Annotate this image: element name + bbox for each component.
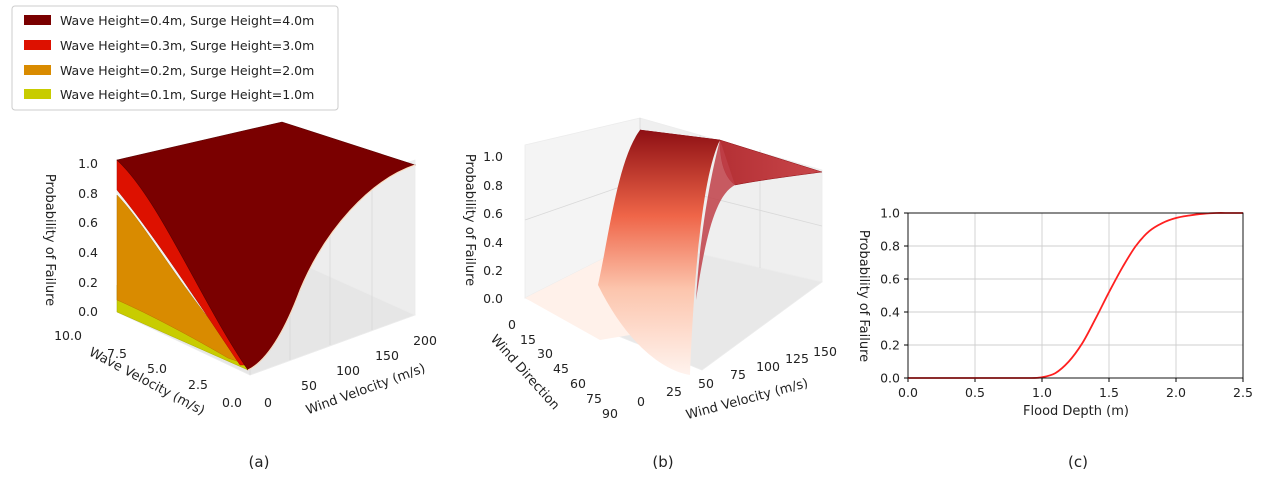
chart-b-y-tick: 15 bbox=[520, 332, 536, 347]
chart-b-y-tick: 45 bbox=[553, 361, 569, 376]
legend-entry: Wave Height=0.3m, Surge Height=3.0m bbox=[60, 38, 314, 53]
chart-b-z-tick: 0.2 bbox=[483, 263, 503, 278]
chart-b-y-tick: 60 bbox=[570, 376, 586, 391]
chart-a-z-tick: 0.4 bbox=[78, 245, 98, 260]
chart-c-x-tick: 1.5 bbox=[1099, 385, 1119, 400]
chart-a-x-tick: 50 bbox=[301, 378, 317, 393]
chart-a-y-tick: 7.5 bbox=[107, 346, 127, 361]
chart-c-x-tick: 0.5 bbox=[965, 385, 985, 400]
chart-b-x-tick: 0 bbox=[637, 394, 645, 409]
chart-panel-c: 0.0 0.2 0.4 0.6 0.8 1.0 0.0 0.5 1.0 1.5 2.0 2.5 Pr… bbox=[856, 206, 1253, 472]
chart-b-caption: (b) bbox=[652, 453, 673, 471]
chart-b-z-tick: 0.6 bbox=[483, 206, 503, 221]
chart-c-y-tick: 0.8 bbox=[880, 239, 900, 254]
chart-b-z-axis-label: Probability of Failure bbox=[462, 154, 477, 286]
chart-c-x-tick: 1.0 bbox=[1032, 385, 1052, 400]
chart-b-x-tick: 75 bbox=[730, 367, 746, 382]
legend-swatch bbox=[24, 40, 51, 50]
chart-a-y-tick: 0.0 bbox=[222, 395, 242, 410]
chart-a-x-tick: 100 bbox=[336, 363, 360, 378]
chart-a-z-ticks: 1.0 0.8 0.6 0.4 0.2 0.0 bbox=[78, 156, 98, 319]
chart-a-x-tick: 0 bbox=[264, 395, 272, 410]
chart-a-surface-edge bbox=[247, 164, 416, 371]
chart-c-x-tick: 2.5 bbox=[1233, 385, 1253, 400]
legend-entry: Wave Height=0.2m, Surge Height=2.0m bbox=[60, 63, 314, 78]
chart-b-z-tick: 0.8 bbox=[483, 178, 503, 193]
chart-a-z-tick: 1.0 bbox=[78, 156, 98, 171]
chart-c-y-tick: 0.6 bbox=[880, 272, 900, 287]
chart-c-y-axis-label: Probability of Failure bbox=[856, 230, 871, 362]
chart-b-y-tick: 90 bbox=[602, 406, 618, 421]
chart-a-z-tick: 0.0 bbox=[78, 304, 98, 319]
chart-b-y-tick: 0 bbox=[508, 317, 516, 332]
chart-b-x-tick: 150 bbox=[813, 344, 837, 359]
chart-a-y-tick: 2.5 bbox=[188, 377, 208, 392]
legend-box bbox=[11, 5, 339, 111]
chart-a-caption: (a) bbox=[249, 453, 270, 471]
chart-a-y-tick: 10.0 bbox=[54, 328, 82, 343]
chart-c-x-tick: 0.0 bbox=[898, 385, 918, 400]
chart-b-y-tick: 75 bbox=[586, 391, 602, 406]
chart-a-z-tick: 0.2 bbox=[78, 275, 98, 290]
chart-panel-a: 1.0 0.8 0.6 0.4 0.2 0.0 Probability of F… bbox=[42, 121, 437, 471]
chart-b-z-ticks: 1.0 0.8 0.6 0.4 0.2 0.0 bbox=[483, 149, 503, 306]
chart-b-z-tick: 1.0 bbox=[483, 149, 503, 164]
chart-c-x-tick: 2.0 bbox=[1166, 385, 1186, 400]
chart-c-x-ticks: 0.0 0.5 1.0 1.5 2.0 2.5 bbox=[898, 378, 1253, 400]
legend-swatch bbox=[24, 89, 51, 99]
chart-b-x-tick: 125 bbox=[785, 351, 809, 366]
chart-panel-b: 1.0 0.8 0.6 0.4 0.2 0.0 Probability of F… bbox=[462, 117, 837, 471]
chart-a-x-tick: 150 bbox=[375, 348, 399, 363]
legend-entry: Wave Height=0.4m, Surge Height=4.0m bbox=[60, 13, 314, 28]
chart-a-legend: Wave Height=0.4m, Surge Height=4.0m Wave… bbox=[11, 5, 339, 111]
chart-b-z-tick: 0.0 bbox=[483, 291, 503, 306]
chart-c-y-tick: 1.0 bbox=[880, 206, 900, 221]
legend-swatch bbox=[24, 65, 51, 75]
chart-b-y-ticks: 0 15 30 45 60 75 90 bbox=[508, 317, 618, 421]
chart-b-x-ticks: 0 25 50 75 100 125 150 bbox=[637, 344, 837, 409]
chart-c-series-line bbox=[907, 212, 1243, 379]
chart-b-y-tick: 30 bbox=[537, 346, 553, 361]
chart-c-y-ticks: 0.0 0.2 0.4 0.6 0.8 1.0 bbox=[880, 206, 908, 386]
chart-b-z-tick: 0.4 bbox=[483, 235, 503, 250]
chart-a-z-axis-label: Probability of Failure bbox=[42, 174, 57, 306]
chart-a-x-ticks: 0 50 100 150 200 bbox=[264, 333, 437, 410]
chart-b-x-tick: 25 bbox=[666, 384, 682, 399]
chart-b-surface-plateau-side bbox=[696, 140, 735, 300]
chart-a-x-tick: 200 bbox=[413, 333, 437, 348]
chart-a-z-tick: 0.8 bbox=[78, 186, 98, 201]
chart-c-x-axis-label: Flood Depth (m) bbox=[1023, 404, 1129, 419]
chart-a-y-tick: 5.0 bbox=[147, 361, 167, 376]
chart-b-surface-rise bbox=[598, 130, 720, 375]
chart-c-y-tick: 0.2 bbox=[880, 338, 900, 353]
chart-a-z-tick: 0.6 bbox=[78, 215, 98, 230]
legend-swatch bbox=[24, 15, 51, 25]
chart-c-caption: (c) bbox=[1068, 453, 1088, 471]
chart-b-x-tick: 100 bbox=[756, 359, 780, 374]
chart-a-y-ticks: 10.0 7.5 5.0 2.5 0.0 bbox=[54, 328, 242, 410]
chart-a-x-axis-label: Wind Velocity (m/s) bbox=[304, 361, 427, 418]
legend-entry: Wave Height=0.1m, Surge Height=1.0m bbox=[60, 87, 314, 102]
chart-c-y-tick: 0.0 bbox=[880, 371, 900, 386]
chart-b-x-tick: 50 bbox=[698, 376, 714, 391]
chart-c-y-tick: 0.4 bbox=[880, 305, 900, 320]
chart-c-plot-frame bbox=[907, 212, 1244, 379]
